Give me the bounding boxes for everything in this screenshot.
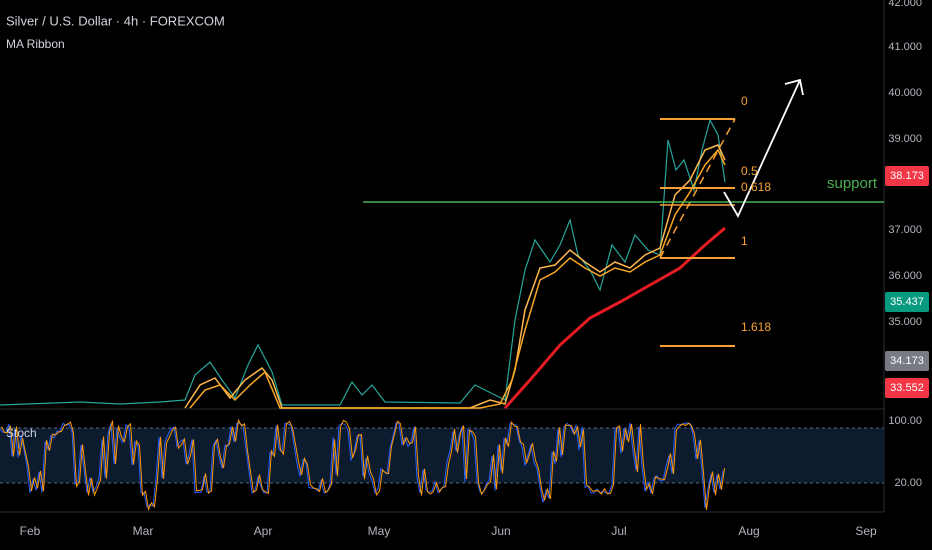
price-tick-label: 35.000 xyxy=(888,316,922,328)
price-tag-label: 33.552 xyxy=(890,382,924,394)
time-tick-label: Feb xyxy=(20,524,41,538)
projection-arrow xyxy=(723,79,801,218)
price-tag-label: 38.173 xyxy=(890,170,924,182)
fib-label: 1 xyxy=(741,234,748,248)
indicator-label: MA Ribbon xyxy=(6,37,65,51)
price-tick-label: 37.000 xyxy=(888,224,922,236)
time-tick-label: Jul xyxy=(611,524,626,538)
fib-label: 1.618 xyxy=(741,320,771,334)
price-tick-label: 40.000 xyxy=(888,87,922,99)
price-tick-label: 41.000 xyxy=(888,41,922,53)
price-candles xyxy=(0,118,726,406)
price-tag-label: 35.437 xyxy=(890,296,924,308)
price-tag xyxy=(885,166,929,186)
time-tick-label: May xyxy=(368,524,391,538)
time-tick-label: Mar xyxy=(133,524,154,538)
time-tick-label: Sep xyxy=(855,524,877,538)
time-tick-label: Aug xyxy=(738,524,759,538)
price-tick-label: 39.000 xyxy=(888,133,922,145)
arrow-head xyxy=(784,78,804,96)
stoch-d xyxy=(0,422,724,509)
price-tag xyxy=(885,351,929,371)
time-tick-label: Jun xyxy=(491,524,510,538)
chart-title: Silver / U.S. Dollar · 4h · FOREXCOM xyxy=(6,13,225,28)
ma-ribbon xyxy=(184,144,726,409)
stoch-label: Stoch xyxy=(6,426,37,440)
price-tag xyxy=(885,292,929,312)
stoch-tick-label: 100.00 xyxy=(888,415,922,427)
price-tick-label: 36.000 xyxy=(888,270,922,282)
support-label: support xyxy=(827,175,878,192)
fib-label: 0.618 xyxy=(741,180,771,194)
fib-lines xyxy=(659,118,736,347)
ma-ribbon xyxy=(189,148,726,409)
ma-long xyxy=(503,226,726,409)
stoch-tick-label: 20.00 xyxy=(894,477,922,489)
stoch-k xyxy=(1,418,725,512)
fib-label: 0.5 xyxy=(741,164,758,178)
price-tick-label: 42.000 xyxy=(888,0,922,9)
price-tag-label: 34.173 xyxy=(890,355,924,367)
price-tag xyxy=(885,378,929,398)
time-tick-label: Apr xyxy=(254,524,273,538)
fib-label: 0 xyxy=(741,94,748,108)
stoch-band xyxy=(0,428,884,483)
